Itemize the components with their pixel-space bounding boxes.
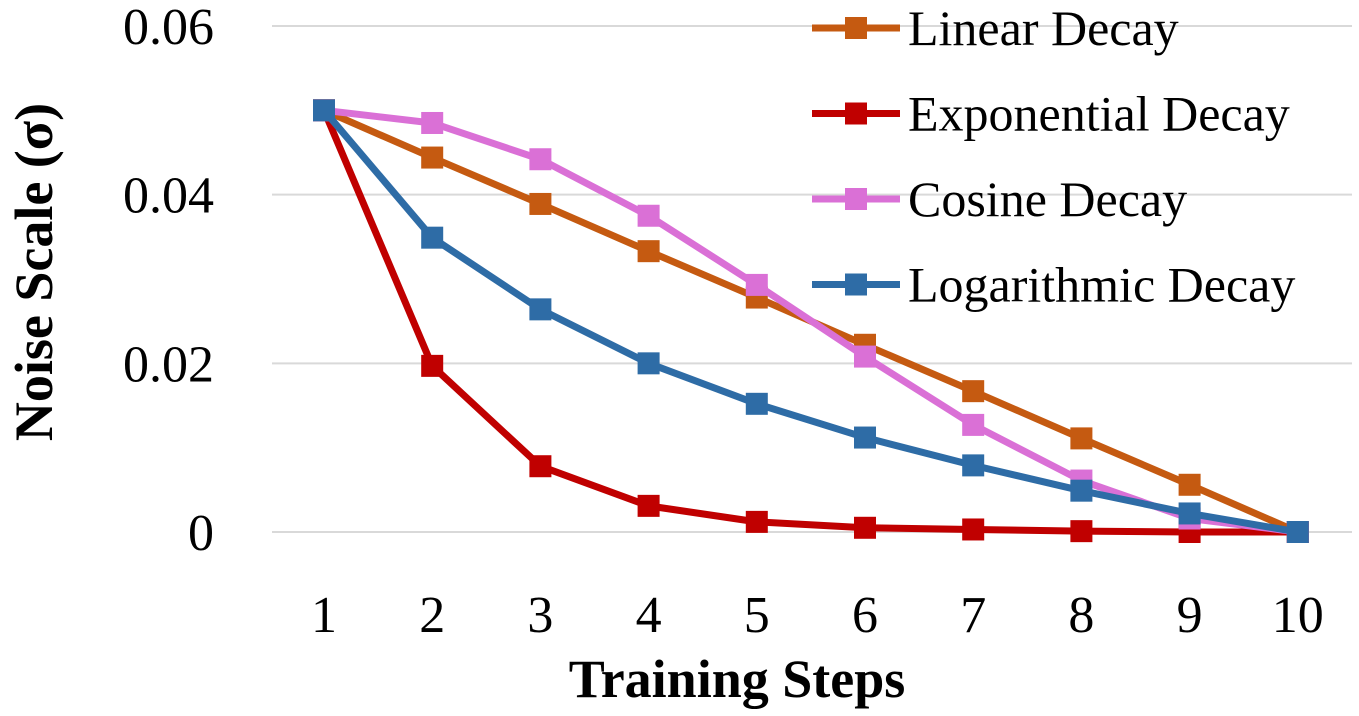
data-point <box>854 516 876 539</box>
legend-marker <box>845 273 867 296</box>
data-point <box>529 298 552 321</box>
data-point <box>1070 520 1093 543</box>
legend-label: Linear Decay <box>908 0 1179 56</box>
x-tick-label: 4 <box>636 587 662 644</box>
data-point <box>962 413 985 436</box>
y-tick-label: 0.04 <box>123 168 214 225</box>
data-point <box>637 352 660 375</box>
data-point <box>1286 521 1309 543</box>
y-axis-title: Noise Scale (σ) <box>4 103 64 441</box>
legend-label: Cosine Decay <box>908 171 1187 227</box>
legend-marker <box>845 17 867 39</box>
x-tick-label: 1 <box>311 587 337 644</box>
data-point <box>529 148 552 171</box>
data-point <box>745 273 768 296</box>
data-point <box>1178 502 1201 525</box>
data-point <box>421 354 444 377</box>
x-tick-label: 5 <box>744 587 770 644</box>
series-cosine-decay <box>313 99 1309 543</box>
legend: Linear Decay Exponential Decay Cosine Deca… <box>812 0 1295 313</box>
data-point <box>854 426 876 449</box>
legend-label: Exponential Decay <box>908 86 1290 142</box>
data-point <box>854 345 876 368</box>
legend-entry: Exponential Decay <box>812 86 1290 142</box>
y-tick-label: 0.06 <box>123 0 214 56</box>
x-tick-label: 8 <box>1068 587 1094 644</box>
x-tick-label: 10 <box>1272 587 1324 644</box>
data-point <box>962 454 985 477</box>
series-layer <box>313 99 1309 543</box>
series-line <box>321 108 1299 536</box>
x-tick-label: 2 <box>419 587 445 644</box>
data-point <box>529 455 552 478</box>
data-point <box>962 380 985 403</box>
legend-entry: Linear Decay <box>812 0 1179 56</box>
legend-marker <box>845 102 867 125</box>
data-point <box>529 192 552 215</box>
series-logarithmic-decay <box>313 99 1309 543</box>
data-point <box>962 518 985 541</box>
data-point <box>637 240 660 263</box>
y-tick-labels: 0 0.02 0.04 0.06 <box>123 0 214 562</box>
data-point <box>637 204 660 227</box>
x-tick-label: 6 <box>852 587 878 644</box>
x-tick-label: 9 <box>1177 587 1203 644</box>
data-point <box>421 111 444 134</box>
x-tick-label: 7 <box>960 587 986 644</box>
data-point <box>313 99 335 122</box>
x-axis-title: Training Steps <box>569 649 906 709</box>
legend-entry: Logarithmic Decay <box>812 257 1295 313</box>
data-point <box>421 226 444 249</box>
data-point <box>637 494 660 517</box>
data-point <box>745 510 768 533</box>
legend-entry: Cosine Decay <box>812 171 1187 227</box>
legend-marker <box>845 188 867 210</box>
y-tick-label: 0.02 <box>123 336 214 393</box>
data-point <box>421 146 444 169</box>
data-point <box>1070 479 1093 502</box>
x-tick-labels: 1 2 3 4 5 6 7 8 9 10 <box>311 587 1324 644</box>
data-point <box>745 392 768 415</box>
data-point <box>1070 427 1093 450</box>
data-point <box>1178 473 1201 496</box>
legend-label: Logarithmic Decay <box>908 257 1295 313</box>
x-tick-label: 3 <box>527 587 553 644</box>
y-tick-label: 0 <box>188 505 214 562</box>
series-line <box>320 108 1298 536</box>
